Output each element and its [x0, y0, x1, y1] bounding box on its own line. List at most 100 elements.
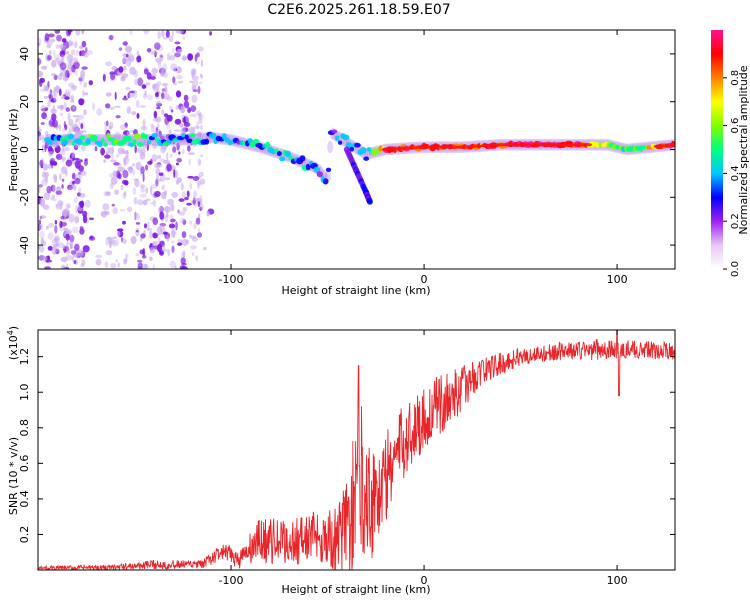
noise-blob	[113, 162, 120, 166]
noise-blob	[150, 201, 155, 205]
noise-blob	[182, 149, 185, 155]
noise-blob	[167, 198, 175, 206]
band-blob	[61, 139, 69, 146]
noise-blob	[55, 153, 63, 160]
noise-blob	[105, 120, 109, 127]
noise-blob	[145, 82, 151, 86]
noise-blob	[160, 231, 163, 236]
noise-blob	[146, 72, 152, 80]
noise-blob	[111, 145, 115, 154]
noise-blob	[75, 30, 81, 36]
noise-blob	[47, 246, 53, 251]
noise-blob	[137, 199, 144, 206]
noise-blob	[84, 158, 88, 162]
noise-blob	[68, 119, 74, 127]
band-core	[537, 143, 546, 147]
noise-blob	[149, 256, 153, 261]
noise-blob	[142, 140, 147, 149]
noise-blob	[146, 48, 152, 53]
noise-blob	[38, 131, 42, 141]
noise-blob	[159, 71, 166, 77]
snr-multiplier-close: )	[7, 326, 20, 330]
noise-blob	[199, 194, 203, 203]
noise-blob	[182, 35, 185, 41]
x-tick-label: -100	[219, 273, 244, 286]
band-core	[514, 143, 523, 147]
noise-blob	[78, 77, 83, 82]
noise-blob	[53, 93, 57, 102]
noise-blob	[158, 172, 164, 176]
noise-blob	[48, 222, 55, 228]
colorbar-tick-label: 0.0	[730, 261, 741, 277]
noise-blob	[59, 202, 63, 210]
noise-blob	[70, 84, 77, 92]
band-blob	[184, 134, 189, 140]
noise-blob	[178, 30, 184, 35]
noise-blob	[156, 226, 163, 236]
noise-blob	[181, 55, 188, 61]
noise-blob	[141, 263, 149, 269]
noise-blob	[136, 55, 142, 63]
band-blob	[208, 132, 217, 139]
band-core	[520, 143, 529, 147]
snr-multiplier-base: (x10	[7, 335, 20, 360]
band-blob	[641, 144, 647, 150]
noise-blob	[175, 221, 178, 231]
noise-blob	[67, 82, 75, 88]
noise-blob	[178, 151, 181, 155]
noise-blob	[142, 199, 148, 206]
band-blob	[338, 140, 343, 145]
noise-blob	[134, 78, 139, 86]
noise-blob	[141, 84, 147, 89]
noise-blob	[152, 198, 157, 207]
noise-blob	[122, 97, 129, 101]
noise-blob	[54, 30, 61, 34]
noise-blob	[60, 104, 63, 109]
snr-ylabel: SNR (10 * v/v)	[7, 437, 20, 515]
colorbar-gradient	[711, 30, 723, 269]
noise-blob	[115, 115, 121, 119]
noise-blob	[149, 158, 153, 165]
band-blob	[221, 133, 227, 140]
band-blob	[204, 138, 210, 145]
noise-blob	[168, 129, 172, 136]
noise-blob	[83, 82, 88, 88]
noise-blob	[145, 164, 149, 171]
noise-blob	[183, 116, 186, 124]
noise-blob	[100, 147, 105, 156]
noise-blob	[166, 163, 172, 172]
noise-blob	[186, 202, 192, 206]
noise-blob	[79, 226, 84, 230]
noise-blob	[111, 66, 118, 71]
noise-blob	[132, 169, 136, 176]
noise-blob	[60, 54, 65, 60]
noise-blob	[171, 229, 176, 238]
noise-blob	[67, 61, 72, 69]
noise-blob	[177, 242, 183, 246]
noise-blob	[134, 211, 138, 219]
noise-blob	[172, 47, 175, 54]
noise-blob	[176, 75, 183, 80]
noise-blob	[38, 223, 42, 231]
noise-blob	[190, 114, 194, 117]
branch-blob	[366, 198, 373, 205]
noise-blob	[137, 77, 144, 87]
y-tick-label: 40	[18, 47, 31, 61]
noise-blob	[66, 247, 71, 255]
noise-blob	[149, 230, 153, 239]
band-blob	[125, 135, 133, 142]
noise-blob	[79, 228, 85, 235]
noise-blob	[150, 123, 154, 128]
noise-blob	[173, 67, 176, 72]
noise-blob	[196, 121, 199, 130]
spectrogram-ylabel: Frequency (Hz)	[7, 109, 20, 192]
noise-blob	[164, 215, 169, 223]
noise-blob	[175, 162, 179, 166]
noise-blob	[54, 54, 60, 61]
noise-blob	[49, 196, 55, 200]
noise-blob	[39, 198, 46, 207]
noise-blob	[112, 207, 118, 215]
noise-blob	[70, 250, 77, 255]
noise-blob	[73, 196, 78, 204]
noise-blob	[43, 163, 48, 171]
